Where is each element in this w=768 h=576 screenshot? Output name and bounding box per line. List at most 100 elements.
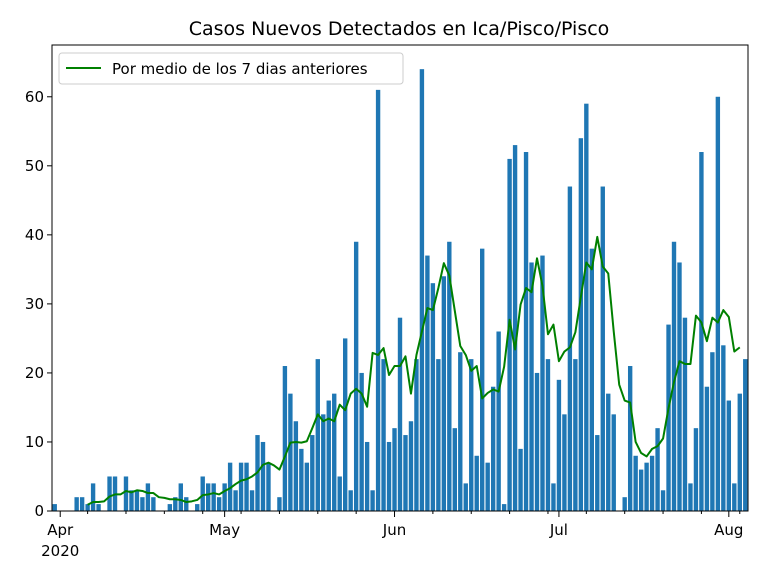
bar [518, 448, 523, 511]
bar [79, 497, 85, 511]
bar [463, 483, 468, 511]
bar [151, 497, 156, 511]
bar [414, 359, 419, 511]
bar [293, 421, 299, 511]
bar [704, 386, 710, 511]
bar [310, 435, 315, 511]
y-tick-label: 20 [25, 364, 44, 382]
bar [666, 324, 671, 511]
bar [693, 428, 699, 511]
bar [381, 359, 386, 511]
bar [321, 414, 326, 511]
bar [211, 483, 216, 511]
x-tick-label: Jul [549, 521, 568, 539]
bar [375, 89, 381, 512]
bar [671, 241, 677, 511]
bar [227, 462, 233, 511]
bar [129, 490, 134, 511]
bar [167, 504, 173, 511]
bar [145, 483, 151, 511]
bar [419, 69, 425, 511]
bar [622, 497, 627, 511]
bar [556, 379, 562, 511]
bar [485, 462, 490, 511]
bar [408, 421, 414, 511]
bar [584, 103, 589, 512]
bar [688, 483, 693, 511]
bar [140, 497, 145, 511]
y-axis: 0 10 20 30 40 50 60 [25, 88, 52, 520]
bar [458, 352, 463, 511]
bar [469, 359, 474, 511]
bar [726, 400, 732, 511]
bar [627, 366, 633, 511]
bar [474, 455, 479, 511]
bar [501, 504, 507, 511]
bar [447, 241, 452, 511]
bar [715, 96, 721, 511]
bar [721, 345, 726, 511]
bar [326, 400, 331, 511]
bar [441, 276, 447, 511]
bar [490, 386, 496, 511]
bars-group [52, 69, 748, 512]
bar [710, 352, 715, 511]
bar [699, 152, 704, 511]
bar [85, 504, 90, 511]
bar [52, 504, 57, 511]
bar [633, 455, 638, 511]
bar [173, 497, 178, 511]
bar [244, 462, 249, 511]
x-tick-label: Apr [47, 521, 74, 539]
y-tick-label: 30 [25, 295, 44, 313]
bar [266, 462, 271, 511]
bar [370, 490, 375, 511]
bar [233, 490, 238, 511]
bar [732, 483, 737, 511]
bar [545, 359, 551, 511]
bar [107, 476, 112, 511]
series-line-7day-mean [87, 235, 741, 506]
bar [523, 152, 529, 511]
bar [589, 248, 594, 511]
bar [343, 338, 348, 511]
bar [386, 441, 392, 511]
x-axis: Apr 2020 May Jun Jul Aug [41, 511, 743, 560]
bar [206, 483, 211, 511]
bar [436, 359, 441, 511]
bar [534, 372, 540, 511]
bar [222, 483, 227, 511]
bar [178, 483, 183, 511]
bar [332, 393, 337, 511]
bar [74, 497, 79, 511]
bar [353, 241, 359, 511]
bar [512, 145, 518, 511]
bar [600, 186, 605, 511]
bar [238, 462, 244, 511]
legend: Por medio de los 7 dias anteriores [58, 52, 404, 85]
bar [677, 262, 682, 511]
bar [578, 138, 584, 511]
bar [611, 414, 616, 511]
bar [644, 462, 649, 511]
bar [403, 435, 408, 511]
bar [649, 455, 655, 511]
bar [337, 476, 342, 511]
bar [96, 504, 101, 511]
bar [315, 359, 320, 511]
bar [567, 186, 573, 511]
bar [737, 393, 742, 511]
bar [134, 490, 140, 511]
bar [249, 490, 255, 511]
bar [743, 359, 748, 511]
bar [430, 283, 436, 511]
bar [507, 158, 512, 511]
bar [682, 317, 688, 511]
legend-box [58, 52, 404, 85]
plot-frame [51, 44, 749, 512]
bar [260, 441, 266, 511]
bar [496, 331, 501, 511]
bar [184, 497, 189, 511]
bar [299, 448, 304, 511]
